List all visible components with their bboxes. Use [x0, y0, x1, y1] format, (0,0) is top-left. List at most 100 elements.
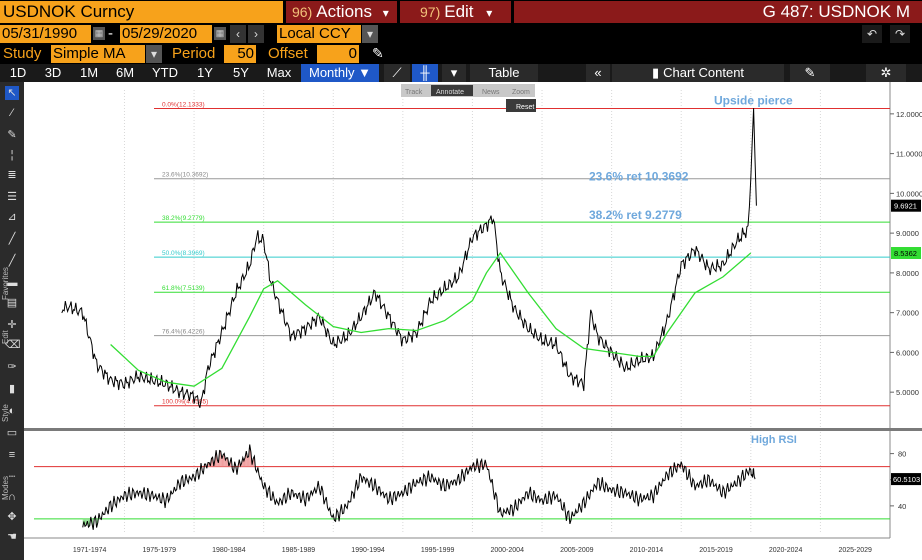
redo-icon[interactable]: ↷: [890, 25, 910, 43]
start-date-input[interactable]: 05/31/1990: [0, 25, 91, 43]
rsi-last-tag: [891, 473, 921, 486]
x-tick-label: 1971-1974: [73, 547, 107, 554]
cursor-icon[interactable]: ↖: [5, 86, 19, 100]
actions-label: Actions: [316, 2, 372, 21]
trend-line-icon[interactable]: ╱: [8, 233, 16, 245]
actions-menu-button[interactable]: 96) Actions ▾: [286, 1, 397, 23]
fibonacci-icon[interactable]: ☰: [7, 191, 17, 203]
previous-period-button[interactable]: ‹: [230, 25, 246, 43]
last-price-label: 9.6921: [894, 202, 917, 211]
ticker-field[interactable]: USDNOK Curncy: [0, 1, 283, 23]
calendar-icon[interactable]: ▦: [93, 27, 105, 40]
frequency-select[interactable]: Monthly ▼: [301, 64, 379, 82]
horizontal-line-icon[interactable]: ▬: [6, 277, 18, 289]
palette-icon[interactable]: ◐: [8, 405, 16, 417]
currency-select[interactable]: Local CCY: [277, 25, 361, 43]
rsi-annotation-text: High RSI: [751, 434, 797, 446]
line-weight-icon[interactable]: ≡: [8, 449, 16, 461]
calendar-icon[interactable]: ▦: [214, 27, 226, 40]
price-y-axis: 5.0000 6.0000 7.0000 8.0000 9.0000 10.0000 11.…: [890, 110, 922, 397]
x-tick-label: 2010-2014: [630, 547, 664, 554]
tab-6m[interactable]: 6M: [115, 65, 135, 80]
parallel-line-icon[interactable]: ╱: [8, 255, 16, 267]
delete-icon[interactable]: ▮: [8, 383, 16, 395]
modes-side-label: Modes: [1, 475, 10, 500]
tab-1y[interactable]: 1Y: [197, 65, 213, 80]
reset-button[interactable]: Reset: [516, 104, 534, 111]
time-x-axis: 1971-1974 1975-1979 1980-1984 1985-1989 1990…: [24, 537, 922, 560]
offset-label: Offset: [268, 45, 308, 62]
crosshair-icon[interactable]: ✛: [7, 319, 17, 331]
offset-input[interactable]: 0: [317, 45, 359, 63]
chart-content-button[interactable]: ▮ Chart Content: [612, 64, 784, 82]
news-button[interactable]: News: [482, 89, 500, 96]
move-icon[interactable]: ✥: [7, 511, 17, 523]
moving-average-line: [110, 251, 752, 387]
x-tick-label: 2005-2009: [560, 547, 594, 554]
x-tick-label: 2015-2019: [699, 547, 733, 554]
brush-icon[interactable]: ✑: [7, 361, 17, 373]
study-chevron-down-icon[interactable]: ▾: [146, 45, 162, 63]
line-draw-icon[interactable]: ⁄: [11, 107, 13, 119]
currency-chevron-down-icon[interactable]: ▾: [362, 25, 378, 43]
retracement-icon[interactable]: ≣: [7, 169, 17, 181]
last-price-tag: [891, 199, 921, 212]
line-style-icon[interactable]: ┄: [8, 471, 16, 483]
table-button[interactable]: Table: [470, 64, 538, 82]
page-title: G 487: USDNOK M: [514, 1, 922, 23]
header-bar: USDNOK Curncy 96) Actions ▾ 97) Edit ▾ G 4…: [0, 0, 922, 24]
tab-max[interactable]: Max: [266, 65, 292, 80]
tab-3d[interactable]: 3D: [44, 65, 62, 80]
drawing-tool-strip: ↖ ⁄ ✎ ¦ ≣ ☰ ⊿ ╱ ╱ ▬ ▤ ✛ ⌫ ✑ ▮ ◐ ▭ ≡ ┄ ∩ …: [0, 82, 24, 560]
chart-annotation-text: Upside pierce: [714, 94, 793, 108]
end-date-input[interactable]: 05/29/2020: [120, 25, 212, 43]
y-tick-label: 7.0000: [896, 309, 919, 318]
pencil-icon[interactable]: ✎: [372, 45, 384, 61]
chart-grid: [123, 82, 891, 552]
pencil-tool-icon[interactable]: ✎: [7, 129, 17, 141]
x-tick-label: 1990-1994: [351, 547, 385, 554]
tab-1m[interactable]: 1M: [79, 65, 99, 80]
zoom-button[interactable]: Zoom: [512, 89, 530, 96]
study-select[interactable]: Simple MA: [51, 45, 145, 63]
pane-divider[interactable]: [24, 428, 922, 431]
tab-1d[interactable]: 1D: [9, 65, 27, 80]
date-range-bar: 05/31/1990 ▦ - 05/29/2020 ▦ ‹ › Local CC…: [0, 24, 922, 44]
annotate-button[interactable]: Annotate: [436, 89, 464, 96]
collapse-double-chevron-icon[interactable]: «: [586, 64, 610, 82]
price-chart[interactable]: 0.0%(12.1333) 23.6%(10.3692) 38.2%(9.2779)…: [24, 82, 922, 560]
price-series-line: [61, 108, 757, 408]
edit-chevron-down-icon: ▾: [486, 6, 493, 20]
undo-icon[interactable]: ↶: [862, 25, 882, 43]
x-tick-label: 1985-1989: [282, 547, 316, 554]
vertical-line-icon[interactable]: ¦: [10, 149, 14, 161]
period-input[interactable]: 50: [224, 45, 256, 63]
chart-type-chevron-down-icon[interactable]: ▾: [442, 64, 466, 82]
bar-chart-icon[interactable]: ╫: [412, 64, 438, 82]
fib-level-label: 23.6%(10.3692): [162, 172, 208, 179]
tab-ytd[interactable]: YTD: [152, 65, 178, 80]
track-button[interactable]: Track: [405, 89, 423, 96]
ma-value-label: 8.5362: [894, 249, 917, 258]
edit-chart-icon[interactable]: ✎: [790, 64, 830, 82]
outline-icon[interactable]: ▭: [6, 427, 18, 439]
settings-gear-icon[interactable]: ✲: [866, 64, 906, 82]
fib-level-label: 61.8%(7.5139): [162, 285, 205, 292]
study-bar: Study Simple MA ▾ Period 50 Offset 0 ✎: [0, 44, 922, 64]
x-tick-label: 2000-2004: [490, 547, 524, 554]
edit-menu-button[interactable]: 97) Edit ▾: [400, 1, 511, 23]
chart-annotations: Upside pierce 23.6% ret 10.3692 38.2% ret …: [589, 94, 793, 223]
rsi-series-line: [82, 444, 756, 530]
highlight-icon[interactable]: ▤: [6, 297, 18, 309]
line-chart-icon[interactable]: ⟋: [384, 64, 410, 82]
y-tick-label: 8.0000: [896, 269, 919, 278]
chart-content-label: Chart Content: [663, 65, 745, 80]
fib-level-label: 38.2%(9.2779): [162, 215, 205, 222]
hand-icon[interactable]: ☚: [7, 531, 17, 543]
next-period-button[interactable]: ›: [248, 25, 264, 43]
ma-value-tag: [891, 247, 921, 260]
tab-5y[interactable]: 5Y: [233, 65, 249, 80]
eraser-icon[interactable]: ⌫: [5, 339, 21, 351]
magnet-icon[interactable]: ∩: [8, 491, 16, 503]
ruler-icon[interactable]: ⊿: [7, 211, 17, 223]
